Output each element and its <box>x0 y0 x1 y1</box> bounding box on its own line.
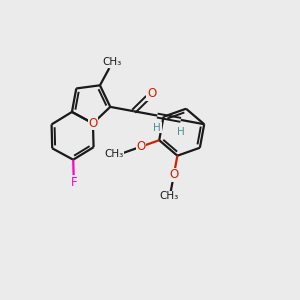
Text: O: O <box>136 140 146 153</box>
Text: O: O <box>169 169 178 182</box>
Text: H: H <box>177 127 184 137</box>
Text: O: O <box>88 117 98 130</box>
Text: methyl: methyl <box>115 152 120 154</box>
Text: F: F <box>70 176 77 189</box>
Text: methyl: methyl <box>169 194 174 195</box>
Text: O: O <box>147 87 156 100</box>
Text: CH₃: CH₃ <box>159 191 178 201</box>
Text: CH₃: CH₃ <box>103 57 122 67</box>
Text: CH₃: CH₃ <box>105 149 124 159</box>
Text: H: H <box>153 122 161 133</box>
